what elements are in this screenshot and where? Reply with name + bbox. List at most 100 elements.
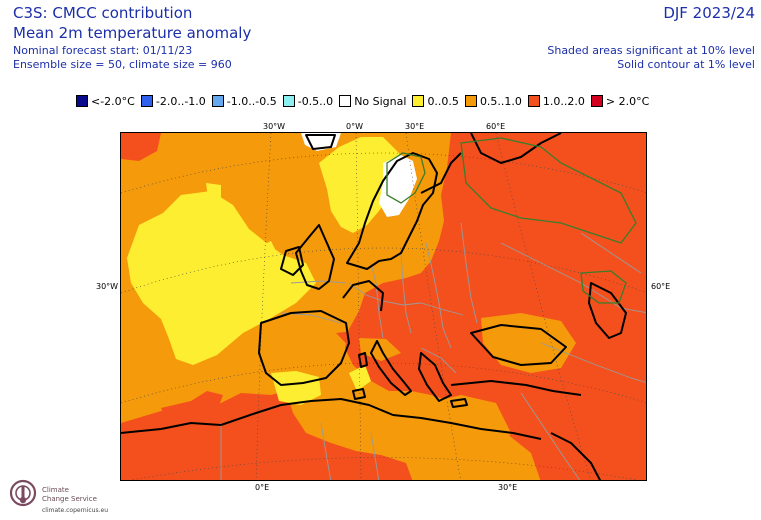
- coast-caspian: [588, 282, 627, 339]
- legend-swatch: [140, 95, 153, 107]
- legend-label: No Signal: [354, 94, 407, 108]
- top-tick-0w: 0°W: [346, 122, 363, 131]
- border-line: [370, 432, 380, 480]
- field-0-0.5-atlantic: [127, 191, 316, 365]
- graticule: [121, 133, 646, 480]
- legend-label: -0.5..0: [297, 94, 334, 108]
- border-line: [425, 242, 452, 349]
- border-line: [400, 252, 412, 334]
- legend-label: 0..0.5: [427, 94, 459, 108]
- legend-item: 0.5..1.0: [464, 94, 522, 108]
- top-tick-60e: 60°E: [486, 122, 506, 131]
- border-line: [500, 242, 646, 314]
- coast-turkey: [450, 380, 582, 396]
- significance-contours: [386, 137, 637, 304]
- coast-north-africa: [220, 398, 542, 440]
- field-1.0-2.0-atlantic-patch: [161, 391, 223, 423]
- border-line: [370, 262, 384, 339]
- contour-line: [460, 137, 637, 244]
- country-borders: [220, 222, 646, 480]
- legend-swatch: [339, 95, 352, 107]
- ensemble-size-text: Ensemble size = 50, climate size = 960: [13, 58, 232, 71]
- logo-line-2: Change Service: [42, 495, 97, 503]
- coast-west-africa: [121, 422, 222, 434]
- season-label: DJF 2023/24: [663, 4, 755, 22]
- no-signal-scandinavia: [379, 155, 417, 217]
- border-line: [580, 232, 642, 274]
- legend-label: 1.0..2.0: [542, 94, 585, 108]
- field-0-0.5-algeria: [271, 371, 321, 405]
- coast-red-sea: [550, 432, 602, 480]
- copernicus-logo: Climate Change Service climate.copernicu…: [8, 478, 108, 515]
- contour-line: [580, 270, 627, 304]
- legend-item: -1.0..-0.5: [211, 94, 277, 108]
- coast-ireland: [280, 246, 304, 276]
- legend-item: -2.0..-1.0: [140, 94, 206, 108]
- legend-swatch: [590, 95, 603, 107]
- anomaly-map: [120, 132, 647, 481]
- coast-balkans: [418, 352, 452, 402]
- significance-note: Shaded areas significant at 10% level: [547, 44, 755, 57]
- contour-note: Solid contour at 1% level: [617, 58, 755, 71]
- forecast-start-text: Nominal forecast start: 01/11/23: [13, 44, 193, 57]
- field-1.0-2.0-northwest: [121, 133, 161, 161]
- field-1.0-2.0-north-africa: [121, 391, 413, 480]
- coast-sardinia: [358, 352, 368, 368]
- legend-swatch: [412, 95, 425, 107]
- logo-line-1: Climate: [42, 486, 69, 494]
- field-0.5-1.0-black-sea: [481, 313, 576, 373]
- coast-baltic: [420, 152, 462, 194]
- left-tick-30w: 30°W: [96, 282, 119, 291]
- top-tick-30e: 30°E: [405, 122, 425, 131]
- border-line: [540, 342, 646, 383]
- coast-italy: [370, 340, 412, 396]
- legend-item: No Signal: [339, 95, 406, 108]
- climate-service-logo-icon: [9, 479, 37, 507]
- border-line: [420, 347, 457, 374]
- field-0-0.5-norwegian-sea: [319, 137, 403, 233]
- legend-item: -0.5..0: [282, 94, 334, 108]
- legend-item: <-2.0°C: [76, 95, 135, 108]
- coastlines: [121, 133, 627, 480]
- bottom-tick-0e: 0°E: [255, 483, 270, 492]
- legend-label: -2.0..-1.0: [155, 94, 206, 108]
- coast-sicily: [352, 388, 366, 400]
- meridian: [255, 133, 272, 480]
- legend-swatch: [464, 95, 477, 107]
- logo-text: Climate Change Service climate.copernicu…: [42, 478, 108, 515]
- contour-line: [386, 152, 426, 204]
- top-tick-30w: 30°W: [263, 122, 286, 131]
- coast-black-sea: [470, 324, 567, 366]
- coast-iberia: [258, 310, 350, 386]
- legend-label: <-2.0°C: [91, 94, 135, 108]
- coast-iceland: [305, 134, 336, 150]
- coast-great-britain: [295, 224, 335, 290]
- coast-arctic: [470, 133, 562, 164]
- legend-item: 0..0.5: [412, 95, 459, 108]
- legend-item: 1.0..2.0: [527, 94, 585, 108]
- color-legend: <-2.0°C -2.0..-1.0 -1.0..-0.5 -0.5..0 No…: [76, 92, 655, 110]
- legend-swatch: [527, 95, 540, 107]
- legend-item: > 2.0°C: [590, 95, 649, 108]
- border-line: [320, 422, 332, 480]
- legend-label: 0.5..1.0: [479, 94, 522, 108]
- legend-swatch: [76, 95, 88, 107]
- field-0-0.5-italy-south: [349, 365, 371, 391]
- coast-crete: [450, 398, 468, 408]
- field-0-0.5-british-isles: [247, 241, 291, 311]
- logo-url: climate.copernicus.eu: [42, 507, 109, 514]
- map-subtitle: Mean 2m temperature anomaly: [13, 24, 252, 42]
- map-title: C3S: CMCC contribution: [13, 4, 193, 22]
- coast-france: [342, 280, 384, 312]
- border-line: [520, 392, 581, 480]
- coast-scandinavia: [346, 152, 438, 270]
- legend-label: -1.0..-0.5: [226, 94, 277, 108]
- border-line: [348, 282, 464, 316]
- legend-swatch: [211, 95, 224, 107]
- border-line: [290, 280, 347, 284]
- legend-swatch: [282, 95, 295, 107]
- right-tick-60e: 60°E: [651, 282, 671, 291]
- meridian: [355, 133, 362, 480]
- border-line: [460, 222, 478, 324]
- field-0.5-1.0-tyrrhenian: [359, 338, 401, 361]
